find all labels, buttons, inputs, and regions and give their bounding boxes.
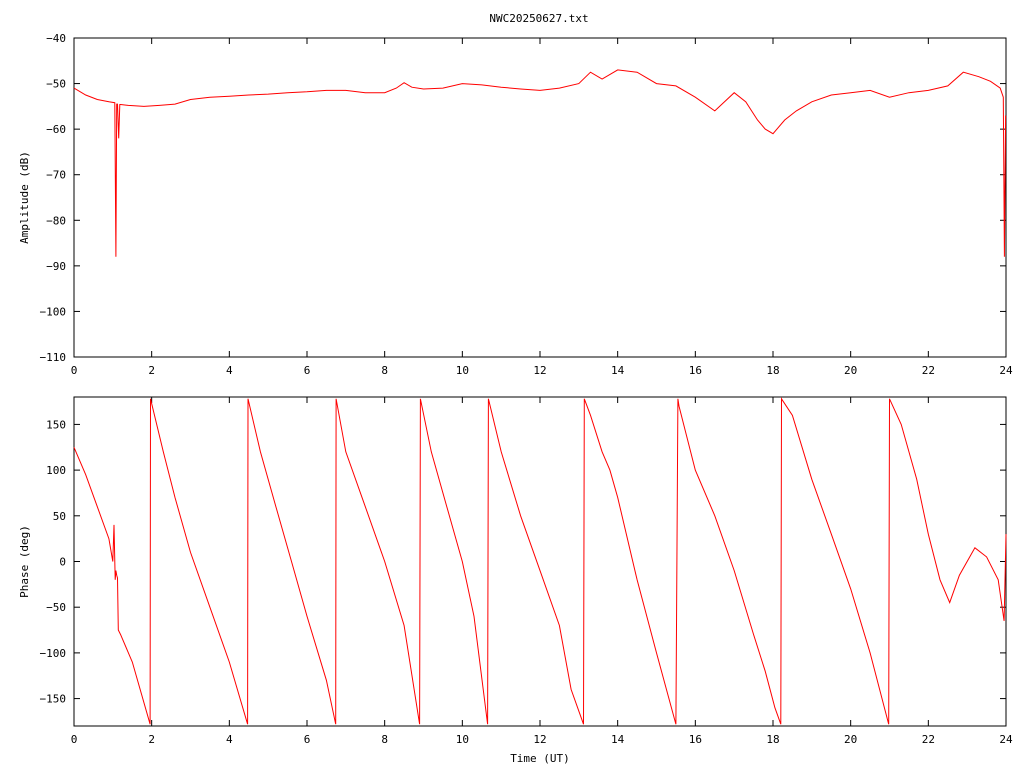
phase-x-tick-label: 6 xyxy=(304,733,311,746)
phase-x-tick-label: 14 xyxy=(611,733,625,746)
amplitude-y-tick-label: −50 xyxy=(46,78,66,91)
phase-y-tick-label: −150 xyxy=(40,693,67,706)
phase-x-tick-label: 10 xyxy=(456,733,469,746)
amplitude-y-tick-label: −100 xyxy=(40,305,67,318)
amplitude-x-tick-label: 24 xyxy=(999,364,1013,377)
amplitude-x-tick-label: 8 xyxy=(381,364,388,377)
amplitude-y-tick-label: −110 xyxy=(40,351,67,364)
phase-x-tick-label: 18 xyxy=(766,733,779,746)
phase-x-tick-label: 12 xyxy=(533,733,546,746)
phase-y-tick-label: 0 xyxy=(59,556,66,569)
amplitude-x-tick-label: 0 xyxy=(71,364,78,377)
phase-x-tick-label: 4 xyxy=(226,733,233,746)
phase-x-tick-label: 20 xyxy=(844,733,857,746)
phase-x-tick-label: 8 xyxy=(381,733,388,746)
amplitude-x-tick-label: 20 xyxy=(844,364,857,377)
phase-x-tick-label: 2 xyxy=(148,733,155,746)
amplitude-y-tick-label: −60 xyxy=(46,123,66,136)
amplitude-x-tick-label: 14 xyxy=(611,364,625,377)
phase-y-tick-label: 150 xyxy=(46,418,66,431)
amplitude-y-tick-label: −80 xyxy=(46,214,66,227)
phase-y-tick-label: 100 xyxy=(46,464,66,477)
amplitude-y-axis-label: Amplitude (dB) xyxy=(18,151,31,244)
amplitude-series-line xyxy=(73,69,1007,257)
phase-y-tick-label: −50 xyxy=(46,601,66,614)
amplitude-panel: 0 2 4 6 8 10 12 14 16 18 20 22 24−40−50−60−70−80−90−… xyxy=(18,32,1013,377)
phase-x-tick-label: 24 xyxy=(999,733,1013,746)
amplitude-x-tick-label: 2 xyxy=(148,364,155,377)
amplitude-x-tick-label: 4 xyxy=(226,364,233,377)
amplitude-x-tick-label: 12 xyxy=(533,364,546,377)
amplitude-y-tick-label: −70 xyxy=(46,169,66,182)
amplitude-x-tick-label: 10 xyxy=(456,364,469,377)
amplitude-x-tick-label: 16 xyxy=(689,364,702,377)
phase-y-tick-label: −100 xyxy=(40,647,67,660)
amplitude-x-tick-label: 6 xyxy=(304,364,311,377)
phase-panel: 0 2 4 6 8 10 12 14 16 18 20 22 24150100500−50−100−15… xyxy=(18,396,1013,765)
phase-series-line xyxy=(73,397,1007,725)
phase-x-tick-label: 0 xyxy=(71,733,78,746)
phase-x-axis-label: Time (UT) xyxy=(510,752,570,765)
chart-title: NWC20250627.txt xyxy=(489,12,588,25)
amplitude-y-tick-label: −40 xyxy=(46,32,66,45)
amplitude-x-tick-label: 22 xyxy=(922,364,935,377)
phase-y-axis-label: Phase (deg) xyxy=(18,525,31,598)
amplitude-y-tick-label: −90 xyxy=(46,260,66,273)
phase-y-tick-label: 50 xyxy=(53,510,66,523)
phase-x-tick-label: 22 xyxy=(922,733,935,746)
amplitude-x-tick-label: 18 xyxy=(766,364,779,377)
phase-x-tick-label: 16 xyxy=(689,733,702,746)
